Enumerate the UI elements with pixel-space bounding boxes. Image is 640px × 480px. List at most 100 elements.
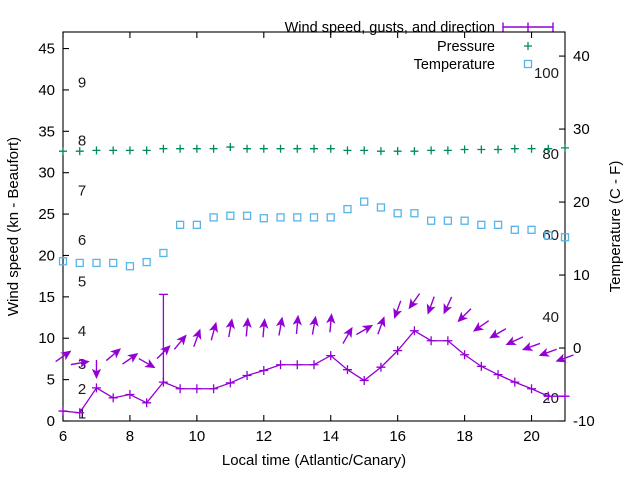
pressure-marker bbox=[75, 147, 84, 156]
temperature-marker bbox=[175, 220, 185, 229]
wind-direction-arrow bbox=[138, 357, 156, 369]
wind-direction-arrow bbox=[55, 350, 72, 363]
pressure-marker bbox=[460, 145, 469, 154]
temperature-marker bbox=[326, 213, 335, 222]
pressure-marker bbox=[109, 146, 118, 155]
pressure-marker bbox=[159, 144, 168, 153]
arrow-shaft bbox=[494, 328, 507, 336]
x-tick-label: 6 bbox=[59, 428, 67, 445]
wind-marker bbox=[376, 362, 386, 372]
arrow-head bbox=[326, 313, 336, 324]
temperature-marker bbox=[544, 231, 553, 240]
fahrenheit-label: 20 bbox=[542, 390, 559, 407]
y2-tick-label: 20 bbox=[573, 194, 590, 211]
x-axis-title: Local time (Atlantic/Canary) bbox=[222, 452, 406, 469]
wind-direction-arrow bbox=[275, 316, 286, 336]
arrow-head bbox=[144, 358, 156, 369]
x-tick-label: 10 bbox=[189, 428, 206, 445]
arrow-head bbox=[505, 336, 517, 346]
arrow-head bbox=[60, 350, 72, 361]
pressure-marker bbox=[192, 144, 201, 153]
y-tick-label: 15 bbox=[38, 289, 55, 306]
temperature-marker bbox=[58, 257, 68, 266]
temperature-marker bbox=[242, 211, 252, 220]
arrow-head bbox=[176, 334, 187, 346]
arrow-shaft bbox=[55, 353, 67, 363]
wind-marker bbox=[108, 393, 118, 403]
arrow-shaft bbox=[156, 348, 167, 360]
arrow-head bbox=[225, 318, 235, 330]
arrow-head bbox=[443, 302, 453, 315]
y-tick-label: 30 bbox=[38, 165, 55, 182]
pressure-marker bbox=[393, 147, 402, 156]
arrow-shaft bbox=[245, 323, 249, 337]
wind-direction-arrow bbox=[489, 328, 507, 339]
wind-marker bbox=[209, 384, 219, 394]
wind-direction-arrow bbox=[393, 300, 403, 319]
wind-marker bbox=[259, 366, 269, 376]
y-tick-label: 40 bbox=[38, 82, 55, 99]
temperature-marker bbox=[192, 220, 202, 229]
temperature-marker bbox=[460, 216, 469, 225]
pressure-marker bbox=[293, 144, 302, 153]
wind-direction-arrow bbox=[309, 315, 319, 335]
arrow-shaft bbox=[377, 321, 383, 335]
arrow-shaft bbox=[544, 348, 557, 355]
temperature-marker bbox=[493, 220, 503, 229]
temperature-marker bbox=[259, 214, 268, 223]
wind-direction-arrow bbox=[192, 328, 202, 347]
pressure-marker bbox=[226, 143, 235, 152]
arrow-head bbox=[426, 303, 436, 315]
wind-direction-arrow bbox=[292, 314, 302, 335]
pressure-marker bbox=[276, 144, 285, 153]
wind-marker bbox=[309, 360, 319, 370]
arrow-shaft bbox=[561, 354, 574, 361]
wind-direction-arrow bbox=[342, 326, 353, 344]
pressure-marker bbox=[92, 146, 101, 155]
wind-direction-arrow bbox=[156, 345, 171, 360]
y-tick-label: 20 bbox=[38, 247, 55, 264]
wind-direction-arrow bbox=[91, 359, 102, 380]
wind-marker bbox=[276, 360, 286, 370]
pressure-marker bbox=[59, 147, 67, 156]
y-axis-title: Wind speed (kn - Beaufort) bbox=[5, 137, 22, 316]
wind-marker bbox=[443, 336, 453, 346]
wind-direction-arrow bbox=[356, 324, 374, 336]
pressure-marker bbox=[310, 144, 318, 153]
arrow-shaft bbox=[262, 324, 265, 338]
wind-direction-arrow bbox=[521, 342, 541, 351]
wind-marker bbox=[393, 346, 403, 356]
fahrenheit-label: 40 bbox=[542, 309, 559, 326]
fahrenheit-label: 80 bbox=[542, 146, 559, 163]
pressure-marker bbox=[326, 144, 335, 153]
wind-direction-arrow bbox=[408, 293, 421, 310]
pressure-marker bbox=[527, 144, 536, 153]
y-tick-label: 0 bbox=[47, 413, 55, 430]
wind-marker bbox=[426, 336, 436, 346]
wind-direction-arrow bbox=[70, 358, 90, 368]
beaufort-label: 1 bbox=[78, 406, 86, 423]
fahrenheit-label: 60 bbox=[542, 227, 559, 244]
wind-marker bbox=[75, 408, 85, 418]
arrow-shaft bbox=[173, 338, 184, 350]
arrow-shaft bbox=[228, 324, 232, 338]
temperature-marker bbox=[560, 233, 570, 242]
arrow-head bbox=[489, 329, 501, 339]
wind-direction-arrow bbox=[538, 347, 557, 357]
x-tick-label: 18 bbox=[456, 428, 473, 445]
temperature-marker bbox=[343, 204, 352, 214]
temperature-marker bbox=[443, 216, 453, 225]
wind-marker bbox=[342, 365, 352, 375]
wind-marker bbox=[510, 377, 520, 387]
y2-tick-label: 30 bbox=[573, 121, 590, 138]
arrow-head bbox=[209, 321, 219, 333]
legend-label-temperature: Temperature bbox=[414, 57, 495, 73]
arrow-shaft bbox=[342, 331, 351, 344]
arrow-shaft bbox=[411, 293, 421, 305]
arrow-head bbox=[393, 307, 403, 319]
pressure-marker bbox=[494, 145, 503, 154]
wind-direction-arrow bbox=[326, 313, 336, 333]
wind-direction-arrow bbox=[173, 334, 187, 350]
arrow-head bbox=[343, 326, 353, 339]
wind-marker bbox=[493, 370, 503, 380]
